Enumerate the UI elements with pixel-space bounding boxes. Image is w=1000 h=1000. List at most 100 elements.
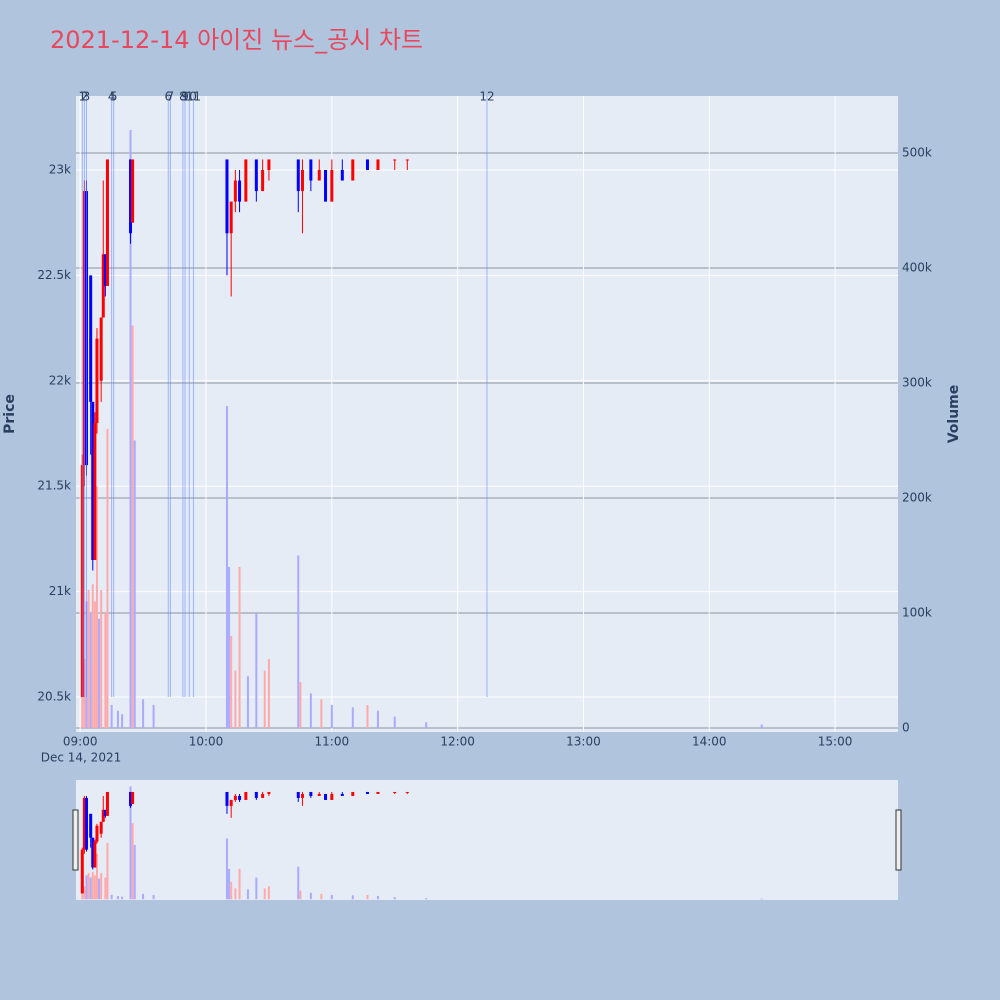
volume-bar [106, 429, 109, 728]
event-label: 12 [479, 90, 494, 104]
rangeslider-volume-bar [89, 877, 92, 900]
volume-bar [152, 704, 155, 728]
candle-body [267, 159, 271, 170]
rangeslider-candle-body [405, 791, 409, 793]
rangeslider-volume-bar [93, 875, 96, 900]
rangeslider-handle[interactable] [72, 809, 79, 871]
rangeslider-candle-body [80, 849, 84, 894]
volume-bar [234, 670, 237, 728]
rangeslider-volume-bar [393, 897, 396, 900]
rangeslider-volume-bar [263, 888, 266, 900]
candle-body [296, 159, 300, 192]
rangeslider-volume-bar [98, 878, 101, 900]
candle-body [300, 169, 304, 192]
candle-body [405, 159, 409, 161]
event-label: 11 [186, 90, 201, 104]
volume-bar [330, 704, 333, 728]
candle-body [351, 159, 355, 181]
rangeslider-volume-bar [228, 868, 231, 900]
x-tick-label: 12:00 [440, 735, 475, 749]
rangeslider-volume-bar [83, 886, 86, 900]
volume-bar [225, 406, 228, 728]
rangeslider-volume-bar [95, 853, 98, 900]
volume-bar [129, 130, 132, 728]
candle-body [131, 159, 135, 223]
rangeslider-volume-bar [104, 877, 107, 900]
rangeslider-candle-body [129, 791, 133, 806]
volume-bar [100, 589, 103, 728]
volume-bar [425, 722, 428, 728]
rangeslider-candle-body [376, 791, 380, 794]
rangeslider-volume-bar [81, 890, 84, 900]
rangeslider-volume-bar [267, 886, 270, 900]
y-tick-label: 22k [49, 373, 71, 387]
candle-body [324, 169, 328, 202]
y2-tick-label: 400k [902, 261, 932, 275]
rangeslider-volume-bar [152, 894, 155, 900]
rangeslider-candle-body [309, 791, 313, 796]
rangeslider-volume-bar [121, 896, 124, 900]
volume-bar [351, 707, 354, 728]
event-label: 9 [181, 90, 189, 104]
rangeslider-volume-bar [297, 866, 300, 900]
x-tick-label: 13:00 [566, 735, 601, 749]
rangeslider-volume-bar [142, 893, 145, 900]
volume-bar [93, 601, 96, 728]
rangeslider-volume-bar [255, 877, 258, 900]
volume-bar [142, 699, 145, 728]
chart-title: 2021-12-14 아이진 뉴스_공시 차트 [50, 26, 423, 54]
rangeslider-volume-bar [330, 894, 333, 900]
rangeslider-candle-body [267, 791, 271, 794]
volume-bar [267, 658, 270, 728]
rangeslider-candle-body [324, 793, 328, 800]
rangeslider-candle-body [238, 795, 242, 800]
volume-bar [376, 710, 379, 728]
candle-body [129, 159, 133, 234]
rangeslider-handle[interactable] [895, 809, 902, 871]
volume-bar [366, 704, 369, 728]
rangeslider-volume-bar [366, 894, 369, 900]
rangeslider[interactable] [76, 780, 898, 900]
candle-body [340, 169, 344, 181]
volume-bar [320, 699, 323, 728]
rangeslider-candle-body [101, 809, 105, 822]
rangeslider-candle-body [317, 793, 321, 796]
event-label: 1 [78, 90, 86, 104]
y-tick-label: 23k [49, 162, 71, 176]
rangeslider-volume-bar [425, 898, 428, 900]
rangeslider-volume-bar [760, 898, 763, 900]
candle-body [95, 338, 99, 423]
event-label: 2 [81, 90, 89, 104]
y2-tick-label: 0 [902, 720, 910, 734]
rangeslider-candle-body [340, 793, 344, 796]
volume-bar [81, 681, 84, 728]
candle-body [105, 159, 109, 286]
candle-body [254, 159, 258, 192]
rangeslider-volume-bar [131, 823, 134, 900]
volume-bar [760, 724, 763, 728]
rangeslider-volume-bar [85, 875, 88, 900]
volume-bar [133, 440, 136, 728]
event-label: 4 [108, 90, 116, 104]
rangeslider-candle-body [330, 793, 334, 800]
candle-body [244, 159, 248, 202]
event-label: 7 [167, 90, 175, 104]
rangeslider-volume-bar [91, 872, 94, 900]
rangeslider-volume-bar [238, 868, 241, 900]
rangeslider-candle-body [254, 791, 258, 798]
volume-bar [87, 589, 90, 728]
rangeslider-candle-body [300, 793, 304, 798]
rangeslider-volume-bar [100, 873, 103, 900]
x-tick-label: 09:00 [63, 735, 98, 749]
candle-body [309, 159, 313, 181]
y-tick-label: 21k [49, 584, 71, 598]
volume-bar [104, 612, 107, 728]
event-label: 3 [83, 90, 91, 104]
rangeslider-candle-body [82, 797, 86, 850]
rangeslider-volume-bar [309, 892, 312, 900]
y2-tick-label: 300k [902, 376, 932, 390]
candle-body [91, 401, 95, 560]
y2-tick-label: 200k [902, 490, 932, 504]
rangeslider-candle-body [89, 813, 93, 838]
